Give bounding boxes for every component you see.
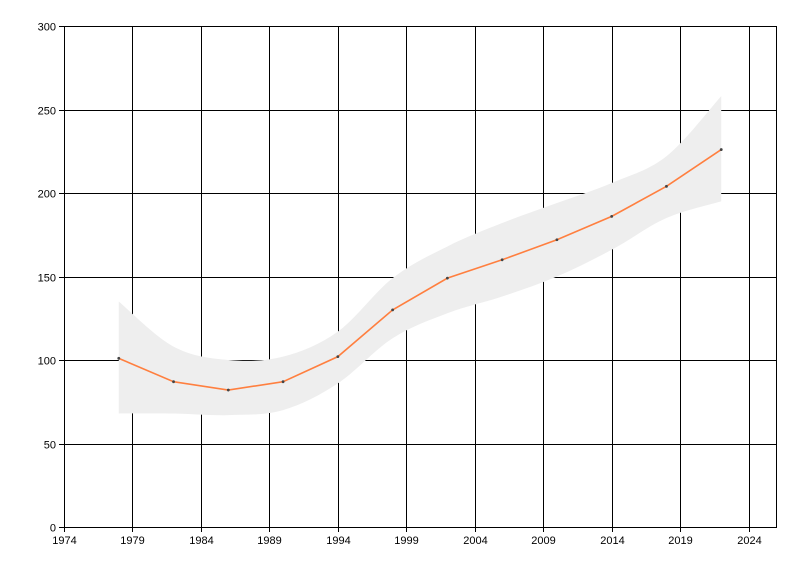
data-point	[391, 308, 395, 312]
y-tick-label: 300	[38, 22, 56, 34]
y-tick-label: 50	[44, 440, 56, 452]
x-tick-label: 2024	[737, 535, 761, 547]
data-point	[500, 258, 504, 262]
x-tick-label: 1994	[326, 535, 350, 547]
x-tick-label: 2004	[463, 535, 487, 547]
x-tick-label: 1984	[189, 535, 213, 547]
series-line-layer	[118, 148, 722, 391]
y-tick-label: 200	[38, 189, 56, 201]
data-point	[445, 276, 449, 280]
x-tick-label: 2009	[531, 535, 555, 547]
y-tick-label: 100	[38, 356, 56, 368]
x-tick-label: 2019	[668, 535, 692, 547]
data-point	[117, 356, 121, 360]
x-tick-label: 1999	[394, 535, 418, 547]
x-tick-label: 1974	[52, 535, 76, 547]
data-point	[172, 380, 175, 384]
y-tick-label: 0	[50, 523, 56, 535]
data-point	[226, 388, 230, 392]
data-point	[555, 238, 559, 242]
x-tick-label: 1989	[257, 535, 281, 547]
data-point	[610, 214, 614, 218]
data-point	[665, 184, 668, 188]
confidence-band	[118, 96, 722, 416]
x-tick-label: 1979	[120, 535, 144, 547]
tick-labels: 0 50 100 150 200 250 300 1974 1979 1984 1989 1994 19…	[38, 22, 762, 548]
data-point	[281, 380, 285, 384]
data-point	[336, 355, 340, 359]
data-point	[719, 148, 723, 151]
confidence-band-area	[118, 96, 722, 416]
series-line	[118, 148, 722, 391]
data-points	[117, 148, 723, 392]
axes	[59, 26, 777, 532]
x-tick-label: 2014	[600, 535, 624, 547]
y-tick-label: 250	[38, 106, 56, 118]
y-tick-label: 150	[38, 273, 56, 285]
